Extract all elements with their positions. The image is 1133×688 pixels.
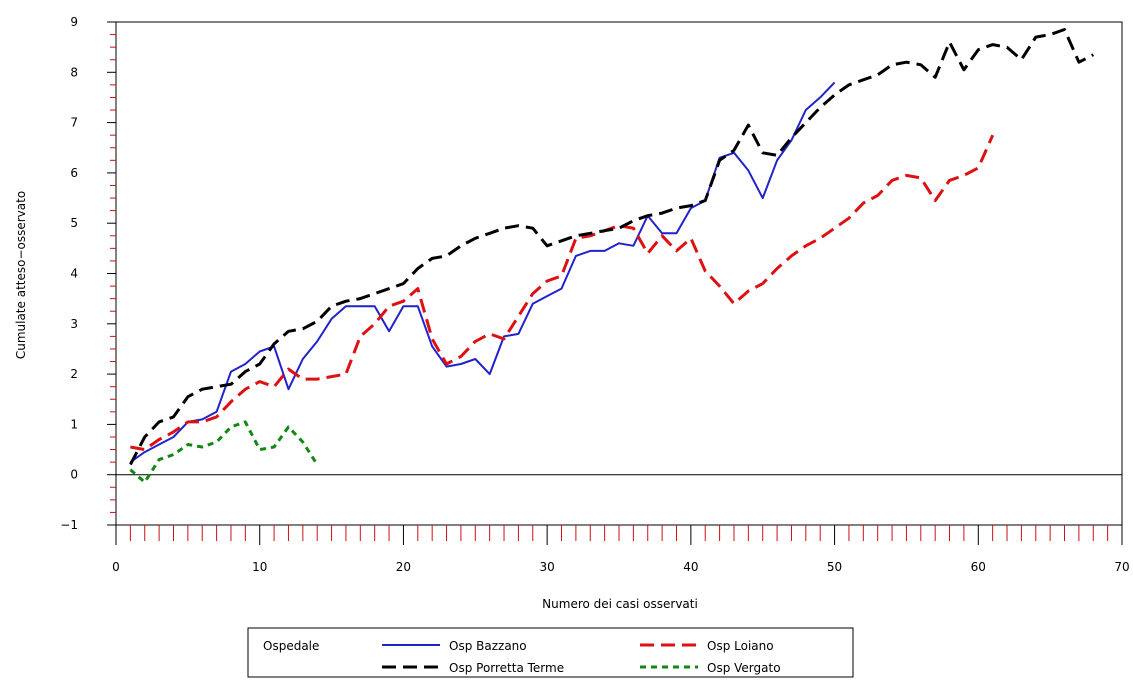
series-line-osp-loiano <box>130 134 995 452</box>
y-tick-label: 7 <box>70 116 78 130</box>
y-tick-label: 1 <box>70 417 78 431</box>
x-tick-label: 20 <box>396 560 411 574</box>
legend: Ospedale Osp Bazzano Osp Loiano Osp Porret… <box>247 627 854 678</box>
x-tick-label: 60 <box>971 560 986 574</box>
legend-label: Osp Porretta Terme <box>449 661 564 675</box>
series-line-osp-bazzano <box>129 81 836 463</box>
y-tick-label: 0 <box>70 468 78 482</box>
x-tick-label: 50 <box>827 560 842 574</box>
x-tick-label: 0 <box>112 560 120 574</box>
legend-title: Ospedale <box>263 639 319 653</box>
series-layer <box>129 28 1094 484</box>
legend-label: Osp Vergato <box>707 661 781 675</box>
legend-label: Osp Loiano <box>707 639 774 653</box>
x-tick-label: 70 <box>1114 560 1129 574</box>
x-axis-title: Numero dei casi osservati <box>542 597 698 611</box>
y-tick-label: 9 <box>70 15 78 29</box>
tick-marks <box>107 21 1123 545</box>
legend-label: Osp Bazzano <box>449 639 527 653</box>
series-line-osp-porretta-terme <box>129 28 1094 466</box>
y-tick-label: 8 <box>70 65 78 79</box>
x-tick-label: 30 <box>540 560 555 574</box>
x-tick-labels: 0 10 20 30 40 50 60 70 <box>112 560 1129 574</box>
x-tick-label: 10 <box>252 560 267 574</box>
y-tick-label: 4 <box>70 267 78 281</box>
plot-area <box>115 21 1123 526</box>
y-tick-label: 3 <box>70 317 78 331</box>
series-line-osp-vergato <box>129 420 319 484</box>
y-tick-label: 5 <box>70 216 78 230</box>
legend-box <box>247 627 854 678</box>
y-axis-title: Cumulate atteso−osservato <box>14 191 28 359</box>
legend-entries: Osp Bazzano Osp Loiano Osp Porretta Terme O… <box>382 639 781 675</box>
y-tick-label: 6 <box>70 166 78 180</box>
y-tick-label: −1 <box>60 518 78 532</box>
y-tick-label: 2 <box>70 367 78 381</box>
y-tick-labels: −1 0 1 2 3 4 5 6 7 8 9 <box>60 15 78 532</box>
x-tick-label: 40 <box>683 560 698 574</box>
